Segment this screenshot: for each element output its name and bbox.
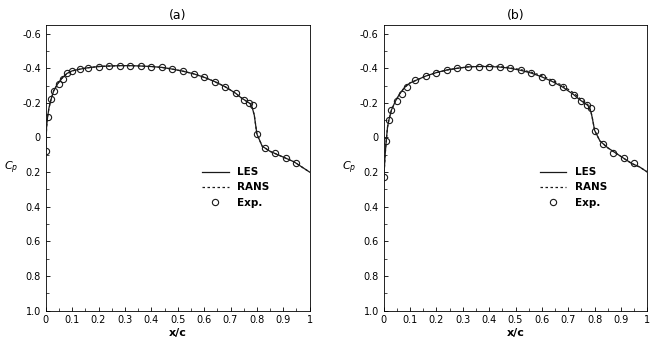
X-axis label: x/c: x/c — [169, 328, 186, 338]
Legend: LES, RANS, Exp.: LES, RANS, Exp. — [203, 167, 269, 208]
X-axis label: x/c: x/c — [507, 328, 525, 338]
Y-axis label: $C_p$: $C_p$ — [341, 160, 356, 176]
Legend: LES, RANS, Exp.: LES, RANS, Exp. — [540, 167, 607, 208]
Title: (b): (b) — [507, 9, 525, 22]
Y-axis label: $C_p$: $C_p$ — [4, 160, 18, 176]
Title: (a): (a) — [169, 9, 186, 22]
